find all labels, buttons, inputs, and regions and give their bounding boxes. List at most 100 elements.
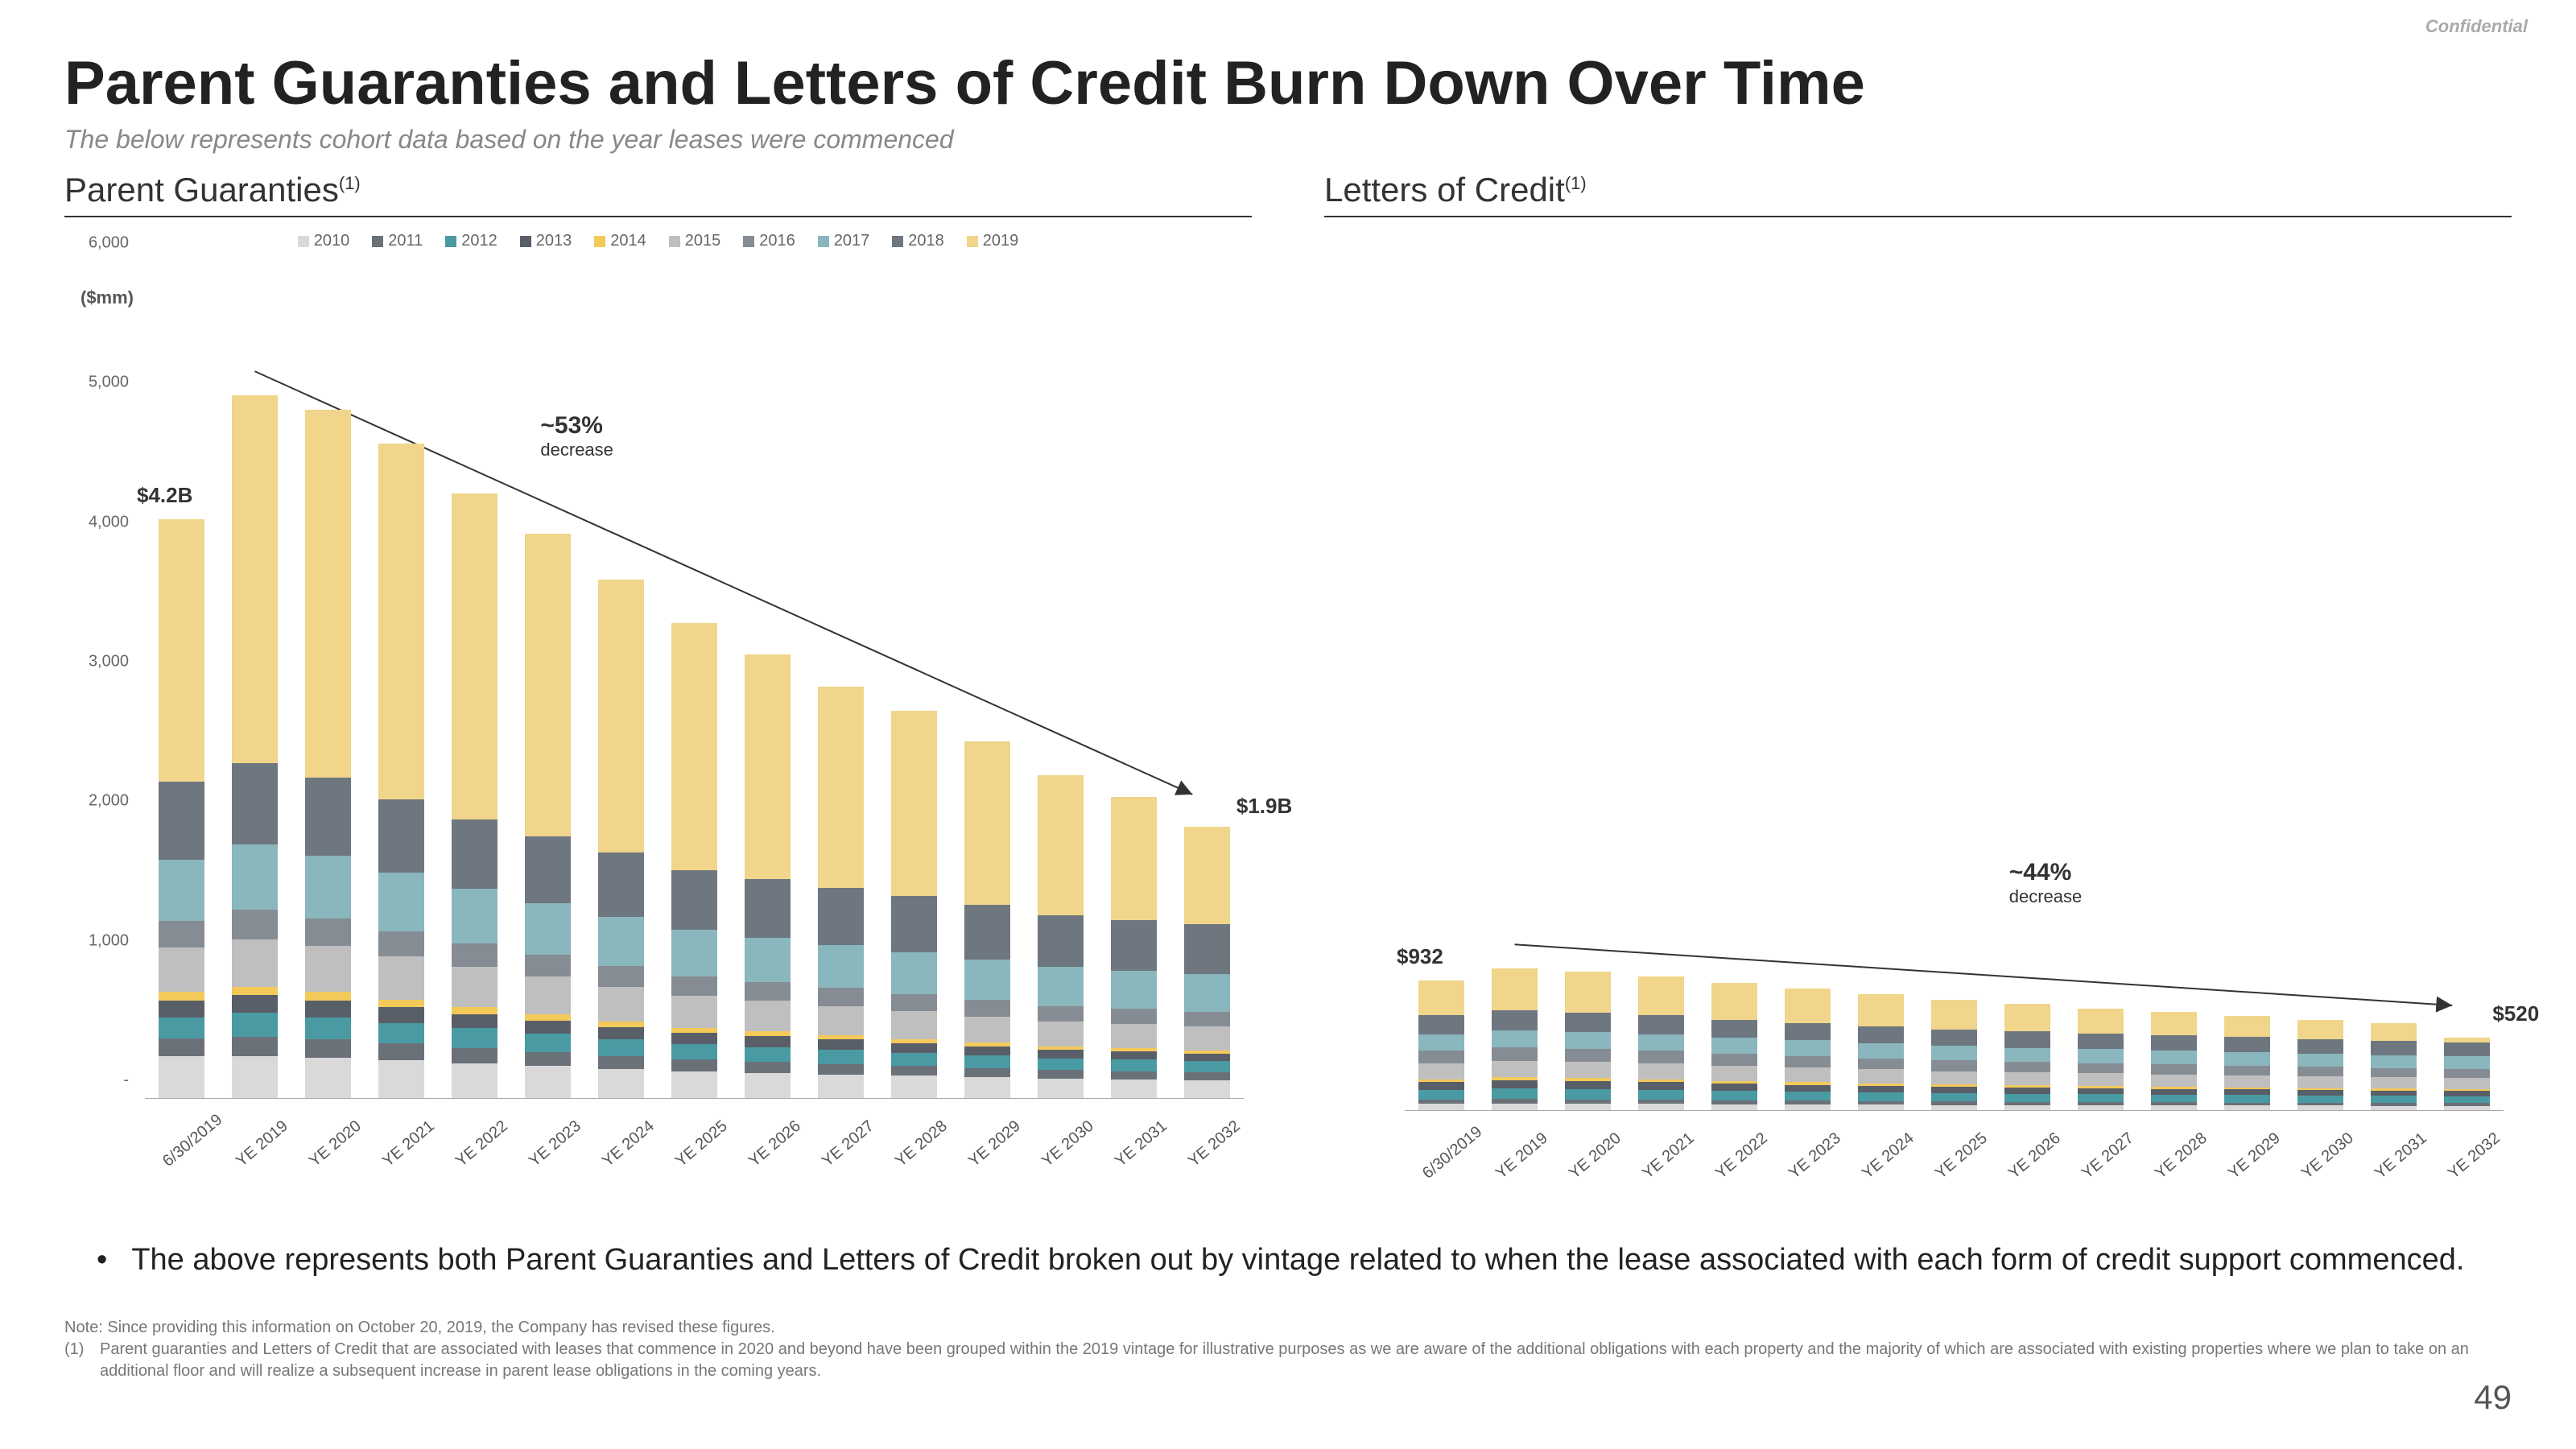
bar-segment xyxy=(452,967,497,1007)
x-label: YE 2030 xyxy=(2298,1129,2358,1183)
bar-segment xyxy=(2444,1091,2490,1096)
bar-segment xyxy=(232,995,278,1013)
bar-segment xyxy=(1565,1104,1611,1110)
bar-segment xyxy=(818,1039,864,1050)
legend-year: 2019 xyxy=(983,232,1019,250)
bar-segment xyxy=(2371,1055,2417,1068)
bar-segment xyxy=(2444,1078,2490,1089)
bar-segment xyxy=(1111,1059,1157,1071)
bar-segment xyxy=(598,1039,644,1056)
bar-segment xyxy=(1038,1022,1084,1046)
bar-segment xyxy=(1858,1086,1904,1092)
chart2-callout-start: $932 xyxy=(1397,944,1443,969)
bar-segment xyxy=(232,1056,278,1098)
bar xyxy=(2078,1009,2124,1110)
bar-segment xyxy=(598,1069,644,1098)
bar-segment xyxy=(1785,1056,1831,1067)
bar-segment xyxy=(598,580,644,852)
bar-segment xyxy=(671,1033,717,1045)
bar-segment xyxy=(2224,1105,2270,1110)
legend-year: 2012 xyxy=(461,232,497,250)
bar-segment xyxy=(2151,1105,2197,1110)
legend-year: 2013 xyxy=(536,232,572,250)
bar-segment xyxy=(2151,1075,2197,1087)
bar-segment xyxy=(378,1007,424,1022)
bar-segment xyxy=(1638,1051,1684,1063)
bar-segment xyxy=(1565,1062,1611,1078)
bar-segment xyxy=(232,910,278,939)
bar-segment xyxy=(1565,1013,1611,1032)
x-label: YE 2023 xyxy=(526,1117,585,1171)
bar xyxy=(452,493,497,1098)
bar-segment xyxy=(1111,1080,1157,1098)
bar-segment xyxy=(2224,1037,2270,1052)
bar-segment xyxy=(159,1001,204,1018)
bar-segment xyxy=(1111,1071,1157,1080)
bar-segment xyxy=(2151,1064,2197,1074)
bar-segment xyxy=(1931,1046,1977,1060)
bar-segment xyxy=(2297,1054,2343,1067)
x-label: YE 2029 xyxy=(2225,1129,2285,1183)
bar-segment xyxy=(1184,1026,1230,1050)
chart2-decrease-sub: decrease xyxy=(2009,886,2083,907)
bar-segment xyxy=(1111,920,1157,971)
bar-segment xyxy=(1711,1066,1757,1081)
legend-item: 2012 xyxy=(445,232,497,250)
bar-segment xyxy=(2297,1096,2343,1103)
x-label: YE 2019 xyxy=(1492,1129,1552,1183)
bar-segment xyxy=(305,919,351,947)
bar xyxy=(2224,1016,2270,1110)
bar-segment xyxy=(671,976,717,996)
bar-segment xyxy=(745,1062,791,1073)
legend-swatch-icon xyxy=(967,236,978,247)
bar-segment xyxy=(525,1052,571,1066)
x-label: YE 2032 xyxy=(1185,1117,1245,1171)
x-label: YE 2027 xyxy=(819,1117,878,1171)
bar-segment xyxy=(305,1039,351,1058)
bar-segment xyxy=(2371,1096,2417,1103)
bar-segment xyxy=(1492,1030,1538,1048)
x-label: YE 2028 xyxy=(2152,1129,2211,1183)
bar-segment xyxy=(1418,1104,1464,1110)
bar xyxy=(525,534,571,1098)
bar-segment xyxy=(1492,1010,1538,1030)
bar-segment xyxy=(745,1001,791,1031)
bar-segment xyxy=(159,860,204,921)
x-label: YE 2024 xyxy=(599,1117,658,1171)
bar xyxy=(378,444,424,1098)
bar-segment xyxy=(1038,1050,1084,1058)
bar-segment xyxy=(525,1021,571,1034)
bar-segment xyxy=(1418,1082,1464,1090)
x-label: YE 2031 xyxy=(1112,1117,1171,1171)
bar-segment xyxy=(671,1059,717,1071)
bar-segment xyxy=(745,938,791,982)
x-label: YE 2020 xyxy=(306,1117,365,1171)
bar-segment xyxy=(745,879,791,938)
bar-segment xyxy=(2078,1009,2124,1034)
bullet-content: The above represents both Parent Guarant… xyxy=(131,1240,2464,1281)
bar-segment xyxy=(1184,1080,1230,1099)
chart1-area: ($mm) -1,0002,0003,0004,0005,0006,000 $4… xyxy=(64,262,1252,1131)
bullet-dot-icon: • xyxy=(97,1240,107,1281)
x-label: YE 2027 xyxy=(2079,1129,2138,1183)
bar-segment xyxy=(745,1036,791,1047)
x-label: YE 2026 xyxy=(745,1117,805,1171)
bar-segment xyxy=(378,1043,424,1060)
legend-swatch-icon xyxy=(743,236,754,247)
bar-segment xyxy=(378,444,424,799)
bar xyxy=(1565,972,1611,1110)
bar-segment xyxy=(378,873,424,931)
bar-segment xyxy=(818,988,864,1006)
bar-segment xyxy=(1638,1090,1684,1100)
bullet-text: • The above represents both Parent Guara… xyxy=(97,1240,2479,1281)
chart-parent-guaranties: Parent Guaranties(1) 2010201120122013201… xyxy=(64,171,1252,1143)
bar-segment xyxy=(964,1055,1010,1068)
bar-segment xyxy=(1111,797,1157,919)
page-number: 49 xyxy=(2474,1378,2512,1417)
bar-segment xyxy=(745,654,791,879)
bar-segment xyxy=(1858,1104,1904,1110)
bar-segment xyxy=(1038,967,1084,1005)
bar-segment xyxy=(818,687,864,887)
bar xyxy=(1111,797,1157,1098)
bar-segment xyxy=(1565,1081,1611,1089)
